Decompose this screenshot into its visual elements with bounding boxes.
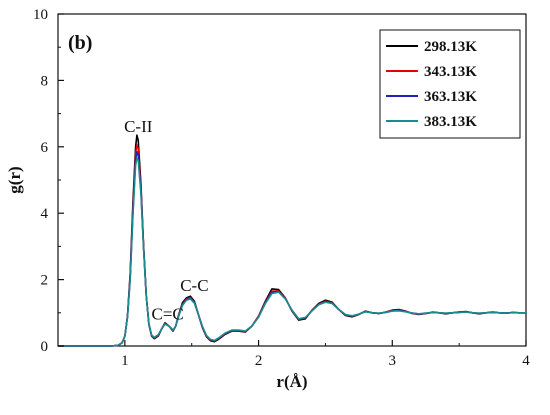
panel-label: (b) [68, 32, 92, 54]
legend-label-3: 363.13K [424, 89, 477, 105]
legend-label-1: 298.13K [424, 39, 477, 55]
peak-annotations: C-II C=C C-C [124, 117, 208, 324]
annotation-1: C-II [124, 117, 153, 136]
x-tick-label: 3 [389, 353, 397, 369]
legend-label-4: 383.13K [424, 114, 477, 130]
y-tick-label: 8 [41, 73, 49, 89]
legend-label-2: 343.13K [424, 64, 477, 80]
legend: 298.13K 343.13K 363.13K 383.13K [379, 29, 521, 139]
y-tick-label: 2 [41, 273, 49, 289]
y-tick-label: 10 [33, 7, 48, 23]
annotation-2: C=C [152, 304, 184, 323]
y-axis-title: g(r) [5, 166, 24, 193]
y-tick-label: 0 [41, 339, 49, 355]
x-axis: 1 2 3 4 [57, 340, 530, 369]
x-tick-label: 1 [121, 353, 129, 369]
y-tick-label: 6 [41, 140, 49, 156]
x-axis-title: r(Å) [276, 372, 307, 391]
annotation-3: C-C [180, 276, 208, 295]
series-line-4 [58, 157, 526, 347]
y-tick-label: 4 [41, 206, 49, 222]
plot-area [57, 13, 527, 347]
x-tick-label: 2 [255, 353, 263, 369]
series-layer [58, 134, 526, 347]
y-axis: 0 2 4 6 8 10 [33, 7, 64, 355]
x-tick-label: 4 [522, 353, 530, 369]
